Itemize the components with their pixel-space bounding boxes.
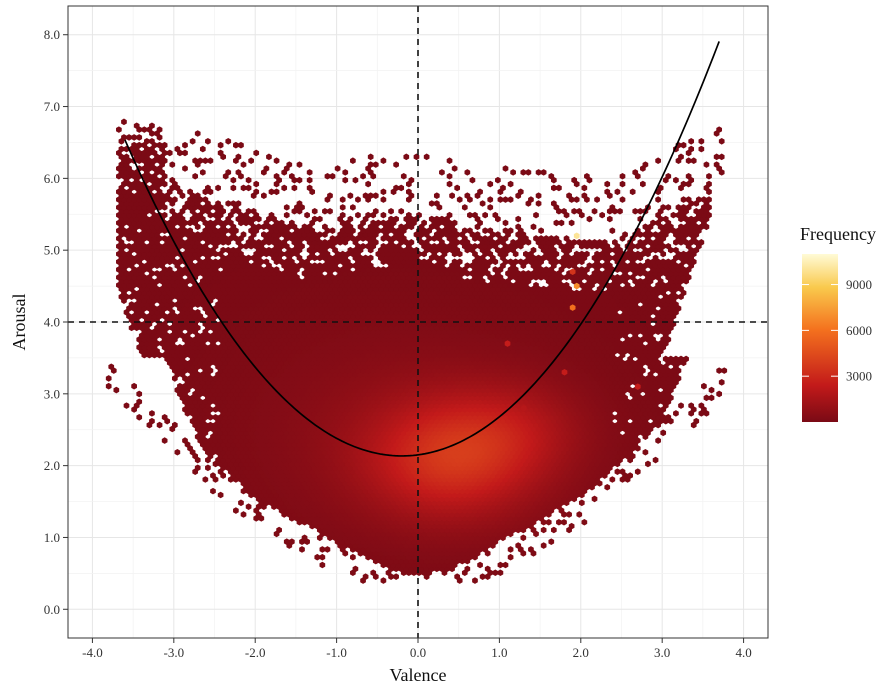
hexbin-cell [541,527,547,534]
hexbin-cell [582,519,588,526]
hexbin-cell [350,554,356,561]
hexbin-cell [381,577,387,584]
hexbin-cell [556,519,562,526]
hexbin-cell [653,457,659,464]
hexbin-cell [136,414,142,421]
hexbin-cell [701,383,707,390]
hexbin-cell [551,527,557,534]
hexbin-cell [645,461,651,468]
hexbin-cell [492,569,498,576]
hexbin-cell [320,562,326,569]
hexbin-cell [480,573,486,580]
hexbin-cell [716,391,722,398]
hexbin-cell [709,395,715,402]
hexbin-cell [548,538,554,545]
hexbin-cell [498,562,504,569]
hexbin-cell [472,577,478,584]
hexbin-cell [673,410,679,417]
hexbin-cell [325,546,331,553]
hexbin-cell [716,367,722,374]
hexbin-cell [162,437,168,444]
hexbin-cell [609,476,615,483]
hexbin-cell [604,484,610,491]
hexbin-cell [541,542,547,549]
hexbin-cell [393,573,399,580]
hexbin-cell [320,546,326,553]
hexbin-cell [136,391,142,398]
hexbin-cell [704,395,710,402]
hexbin-cell [203,476,209,483]
hexbin-cell [210,488,216,495]
hexbin-cell [579,500,585,507]
hexbin-cell [149,410,155,417]
hexbin-cell [561,519,567,526]
hexbin-cell [546,519,552,526]
hexbin-cell [655,437,661,444]
hexbin-cell [299,546,305,553]
hexbin-cell [660,430,666,437]
hexbin-cell [320,554,326,561]
hexbin-cell [678,402,684,409]
hexbin-cell [233,507,239,514]
hexbin-cell [106,375,112,382]
hexbin-cell [124,402,130,409]
hexbin-cell [218,492,224,499]
hexbin-cell [635,468,641,475]
hexbin-cell [113,387,119,394]
hexbin-cell [503,562,509,569]
hexbin-cell [314,554,320,561]
hexbin-cell [246,503,252,510]
hexbin-cell [615,468,621,475]
hexbin-cell [106,383,112,390]
hexbin-cell [508,546,514,553]
hexbin-cell [175,449,181,456]
hexbin-cell [157,422,163,429]
hexbin-cell [131,383,137,390]
hexbin-cell [498,569,504,576]
hexbin-cell [566,511,572,518]
hexbin-cell [719,379,725,386]
hexbin-cell [241,511,247,518]
hexbin-cell [238,500,244,507]
hexbin-cell [477,562,483,569]
hexbin-cell [709,387,715,394]
hexbin-cell [508,554,514,561]
hexbin-cell [643,449,649,456]
hexbin-cell [520,535,526,542]
hexbin-cells [106,119,727,584]
hexbin-cell [721,367,727,374]
